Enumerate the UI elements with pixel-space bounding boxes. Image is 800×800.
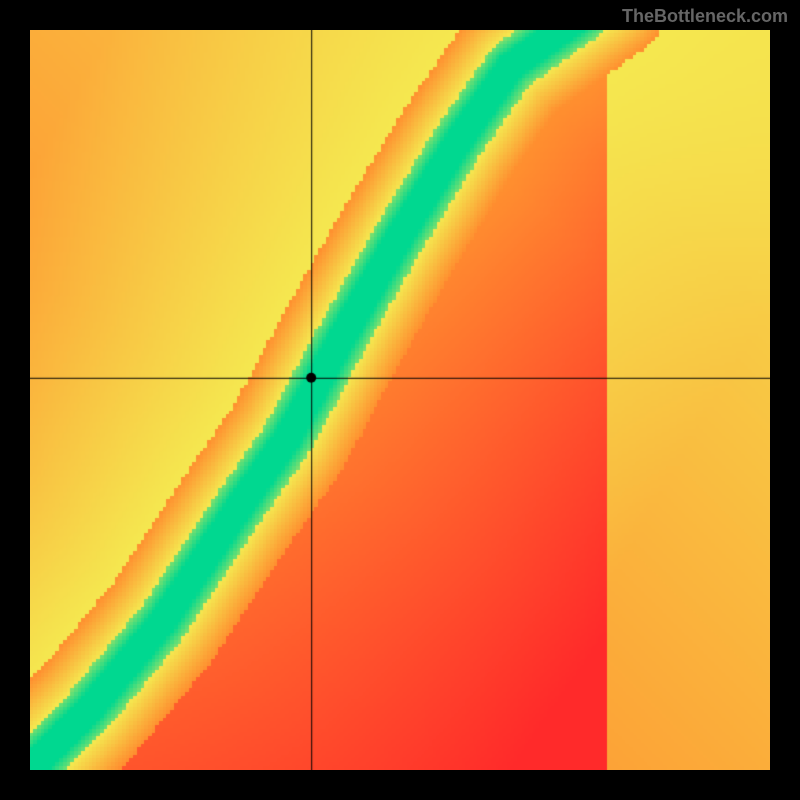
heatmap-canvas (30, 30, 770, 770)
watermark-text: TheBottleneck.com (622, 6, 788, 27)
bottleneck-heatmap (30, 30, 770, 770)
